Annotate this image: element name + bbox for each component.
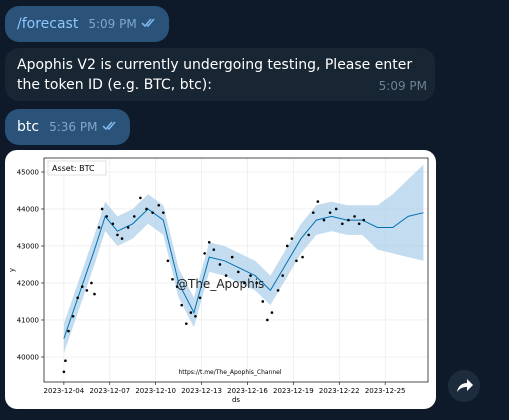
observation-point bbox=[285, 244, 289, 248]
observation-point bbox=[162, 211, 165, 214]
observation-point bbox=[111, 222, 115, 226]
observation-point bbox=[261, 300, 265, 303]
observation-point bbox=[139, 196, 142, 200]
observation-point bbox=[71, 314, 75, 318]
observation-point bbox=[90, 281, 93, 285]
observation-point bbox=[212, 248, 216, 251]
observation-point bbox=[362, 218, 366, 222]
y-tick-label: 40000 bbox=[17, 353, 39, 361]
observation-point bbox=[224, 274, 228, 277]
x-tick-label: 2023-12-16 bbox=[227, 387, 268, 395]
observation-point bbox=[132, 215, 136, 218]
observation-point bbox=[270, 311, 274, 314]
observation-point bbox=[62, 370, 66, 374]
observation-point bbox=[243, 281, 246, 285]
observation-point bbox=[120, 237, 124, 240]
y-tick-label: 43000 bbox=[17, 242, 39, 250]
x-tick-label: 2023-12-19 bbox=[273, 387, 314, 395]
y-tick-label: 41000 bbox=[17, 316, 39, 324]
observation-point bbox=[85, 289, 89, 292]
y-tick-label: 45000 bbox=[17, 168, 39, 176]
chart-title: Asset: BTC bbox=[52, 164, 95, 173]
observation-point bbox=[184, 322, 188, 325]
forecast-line bbox=[63, 208, 424, 339]
observation-point bbox=[171, 277, 174, 281]
observation-point bbox=[230, 255, 234, 259]
observation-point bbox=[64, 359, 67, 362]
source-url: https://t.me/The_Apophis_Channel bbox=[178, 369, 281, 376]
watermark: @The_Apophis bbox=[176, 277, 264, 291]
observation-point bbox=[316, 200, 320, 203]
observation-point bbox=[116, 233, 119, 237]
observation-point bbox=[166, 259, 170, 263]
observation-point bbox=[322, 218, 326, 222]
read-check bbox=[141, 18, 155, 28]
observation-point bbox=[97, 226, 101, 229]
share-button[interactable] bbox=[448, 370, 480, 402]
observation-point bbox=[249, 274, 252, 277]
annotation-box bbox=[47, 160, 107, 176]
observation-point bbox=[180, 303, 183, 307]
observation-point bbox=[93, 292, 96, 296]
y-tick-label: 42000 bbox=[17, 279, 39, 287]
y-axis-label: y bbox=[8, 268, 16, 272]
chart-image[interactable]: 40000 41000 42000 43000 44000 45000 2023-12-04… bbox=[5, 150, 436, 409]
observation-point bbox=[189, 311, 193, 314]
x-tick-label: 2023-12-10 bbox=[135, 387, 176, 395]
observation-point bbox=[126, 226, 130, 229]
observation-point bbox=[198, 296, 202, 300]
observation-point bbox=[328, 211, 332, 214]
read-check bbox=[102, 121, 116, 131]
x-tick-label: 2023-12-13 bbox=[181, 387, 222, 395]
observation-point bbox=[281, 274, 284, 277]
observation-point bbox=[175, 285, 179, 288]
message-bubble: btc 5:36 PM bbox=[5, 109, 130, 145]
x-axis-label: ds bbox=[232, 396, 240, 404]
plot-frame bbox=[43, 157, 429, 383]
observation-point bbox=[236, 270, 240, 274]
x-tick-label: 2023-12-22 bbox=[319, 387, 360, 395]
x-tick-label: 2023-12-07 bbox=[89, 387, 130, 395]
observation-point bbox=[276, 289, 280, 292]
observation-point bbox=[100, 207, 104, 211]
observation-point bbox=[357, 222, 361, 226]
message-bubble: Apophis V2 is currently undergoing testi… bbox=[5, 48, 435, 101]
observation-point bbox=[203, 252, 206, 255]
message-time: 5:09 PM bbox=[378, 79, 427, 93]
uncertainty-band bbox=[63, 164, 424, 354]
observation-point bbox=[334, 207, 338, 211]
message-bubble: /forecast 5:09 PM bbox=[5, 6, 170, 42]
observation-point bbox=[218, 263, 222, 266]
observation-point bbox=[255, 281, 258, 285]
observation-point bbox=[207, 240, 211, 244]
message-text: Apophis V2 is currently undergoing testi… bbox=[17, 57, 413, 93]
observation-point bbox=[151, 211, 154, 214]
observation-point bbox=[80, 285, 84, 288]
message-time: 5:09 PM bbox=[88, 17, 137, 31]
observation-point bbox=[347, 218, 350, 222]
observation-point bbox=[67, 329, 70, 333]
command-text[interactable]: /forecast bbox=[17, 16, 79, 32]
observation-point bbox=[145, 207, 148, 211]
observation-point bbox=[311, 211, 315, 214]
observation-point bbox=[266, 318, 269, 322]
observation-point bbox=[301, 255, 304, 259]
x-tick-label: 2023-12-04 bbox=[44, 387, 85, 395]
observation-point bbox=[307, 233, 310, 237]
observation-point bbox=[76, 296, 79, 300]
x-tick-label: 2023-12-25 bbox=[365, 387, 406, 395]
message-text: btc bbox=[17, 119, 40, 135]
observation-point bbox=[290, 237, 294, 240]
observation-point bbox=[353, 215, 356, 218]
observation-point bbox=[295, 259, 298, 263]
y-tick-label: 44000 bbox=[17, 205, 39, 213]
message-time: 5:36 PM bbox=[49, 120, 98, 134]
observation-point bbox=[194, 314, 197, 318]
observation-point bbox=[157, 203, 161, 207]
observation-point bbox=[105, 215, 109, 218]
observation-point bbox=[341, 222, 344, 226]
